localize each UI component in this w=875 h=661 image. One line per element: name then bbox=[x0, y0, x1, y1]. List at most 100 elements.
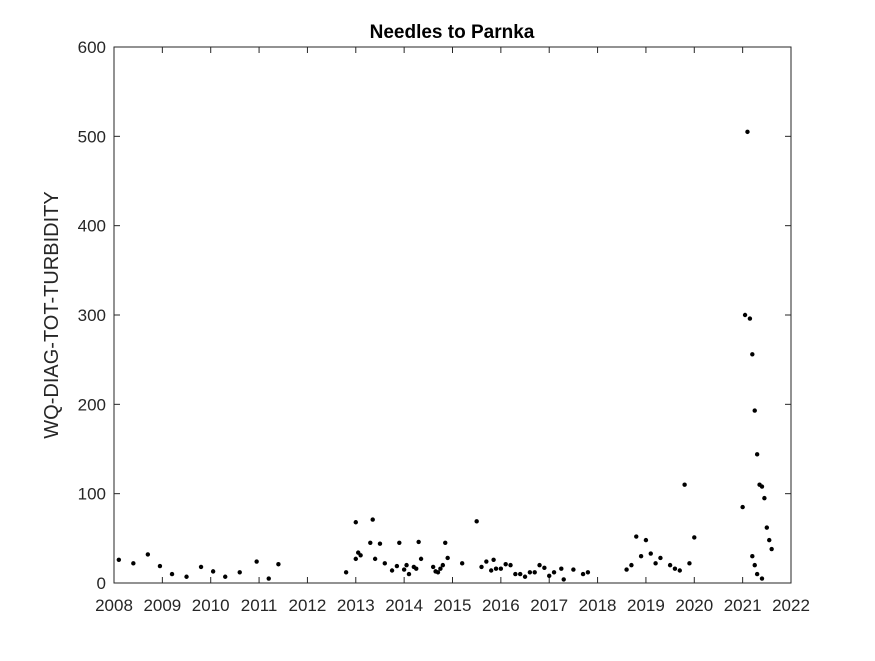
data-point bbox=[692, 535, 697, 540]
data-point bbox=[559, 566, 564, 571]
data-point bbox=[580, 571, 586, 577]
data-point bbox=[368, 540, 373, 545]
data-point bbox=[406, 571, 412, 577]
data-point bbox=[370, 517, 375, 522]
x-tick-label: 2016 bbox=[482, 596, 520, 615]
data-point bbox=[513, 571, 518, 577]
x-tick-label: 2019 bbox=[627, 596, 665, 615]
data-point bbox=[769, 546, 774, 552]
data-points bbox=[116, 129, 774, 582]
x-tick-label: 2017 bbox=[530, 596, 568, 615]
data-point bbox=[404, 562, 409, 568]
data-point bbox=[198, 564, 204, 570]
data-point bbox=[745, 129, 750, 135]
x-tick-label: 2022 bbox=[772, 596, 810, 615]
data-point bbox=[491, 557, 496, 562]
data-point bbox=[488, 568, 494, 573]
data-point bbox=[551, 570, 557, 575]
data-point bbox=[762, 495, 767, 501]
data-point bbox=[752, 562, 757, 568]
data-point bbox=[479, 564, 484, 570]
data-point bbox=[459, 561, 465, 566]
data-point bbox=[643, 537, 649, 543]
x-tick-label: 2011 bbox=[241, 596, 278, 615]
data-point bbox=[389, 568, 395, 573]
data-point bbox=[254, 559, 259, 564]
x-axis-ticks: 2008 2009 2010 2011 2012 2013 2014 2015 2016 2017… bbox=[95, 47, 810, 615]
x-tick-label: 2014 bbox=[385, 596, 423, 615]
data-point bbox=[435, 570, 441, 575]
data-point bbox=[131, 561, 136, 566]
data-point bbox=[672, 566, 678, 571]
data-point bbox=[532, 570, 537, 575]
data-point bbox=[237, 570, 242, 575]
y-tick-label: 300 bbox=[78, 306, 106, 325]
data-point bbox=[638, 554, 644, 559]
data-point bbox=[547, 573, 552, 579]
x-tick-label: 2013 bbox=[337, 596, 375, 615]
data-point bbox=[503, 562, 508, 567]
plot-area bbox=[113, 46, 792, 584]
data-point bbox=[440, 562, 446, 568]
data-point bbox=[682, 482, 687, 487]
data-point bbox=[397, 540, 402, 545]
data-point bbox=[624, 567, 629, 572]
data-point bbox=[382, 561, 387, 566]
x-tick-label: 2015 bbox=[434, 596, 472, 615]
data-point bbox=[416, 539, 421, 545]
data-point bbox=[754, 452, 760, 457]
data-point bbox=[542, 565, 547, 571]
data-point bbox=[184, 574, 189, 579]
data-point bbox=[585, 570, 591, 575]
x-tick-label: 2008 bbox=[95, 596, 133, 615]
data-point bbox=[658, 555, 663, 561]
data-point bbox=[747, 316, 753, 321]
data-point bbox=[508, 562, 513, 568]
data-point bbox=[343, 570, 349, 575]
y-tick-label: 600 bbox=[78, 38, 106, 57]
data-point bbox=[634, 534, 639, 539]
data-point bbox=[764, 525, 770, 530]
data-point bbox=[443, 540, 448, 545]
data-point bbox=[750, 352, 755, 357]
data-point bbox=[667, 562, 673, 568]
data-point bbox=[648, 551, 653, 556]
data-point bbox=[353, 556, 358, 562]
x-tick-label: 2020 bbox=[675, 596, 713, 615]
data-point bbox=[418, 556, 424, 562]
data-point bbox=[522, 574, 528, 579]
data-point bbox=[474, 519, 479, 524]
data-point bbox=[571, 567, 576, 572]
data-point bbox=[752, 408, 757, 413]
data-point bbox=[372, 556, 378, 562]
y-tick-label: 0 bbox=[97, 574, 106, 593]
data-point bbox=[537, 562, 542, 568]
x-tick-label: 2009 bbox=[143, 596, 181, 615]
data-point bbox=[629, 562, 634, 568]
data-point bbox=[759, 576, 765, 581]
data-point bbox=[687, 561, 692, 566]
data-point bbox=[353, 520, 358, 525]
data-point bbox=[527, 570, 533, 575]
data-point bbox=[653, 561, 658, 566]
y-tick-label: 400 bbox=[78, 217, 106, 236]
data-point bbox=[157, 563, 163, 569]
data-point bbox=[677, 568, 682, 573]
data-point bbox=[438, 566, 443, 571]
data-point bbox=[223, 574, 228, 579]
data-point bbox=[414, 566, 419, 571]
y-tick-label: 200 bbox=[78, 395, 106, 414]
x-tick-label: 2018 bbox=[579, 596, 617, 615]
data-point bbox=[759, 484, 765, 489]
data-point bbox=[169, 571, 175, 577]
data-point bbox=[740, 504, 745, 510]
data-point bbox=[750, 554, 755, 559]
y-tick-label: 100 bbox=[78, 485, 106, 504]
data-point bbox=[498, 566, 504, 571]
data-point bbox=[145, 552, 151, 557]
chart-title: Needles to Parnka bbox=[370, 22, 535, 43]
y-axis-ticks: 0 100 200 300 400 500 600 bbox=[78, 38, 791, 593]
x-tick-label: 2010 bbox=[192, 596, 230, 615]
data-point bbox=[754, 571, 760, 577]
